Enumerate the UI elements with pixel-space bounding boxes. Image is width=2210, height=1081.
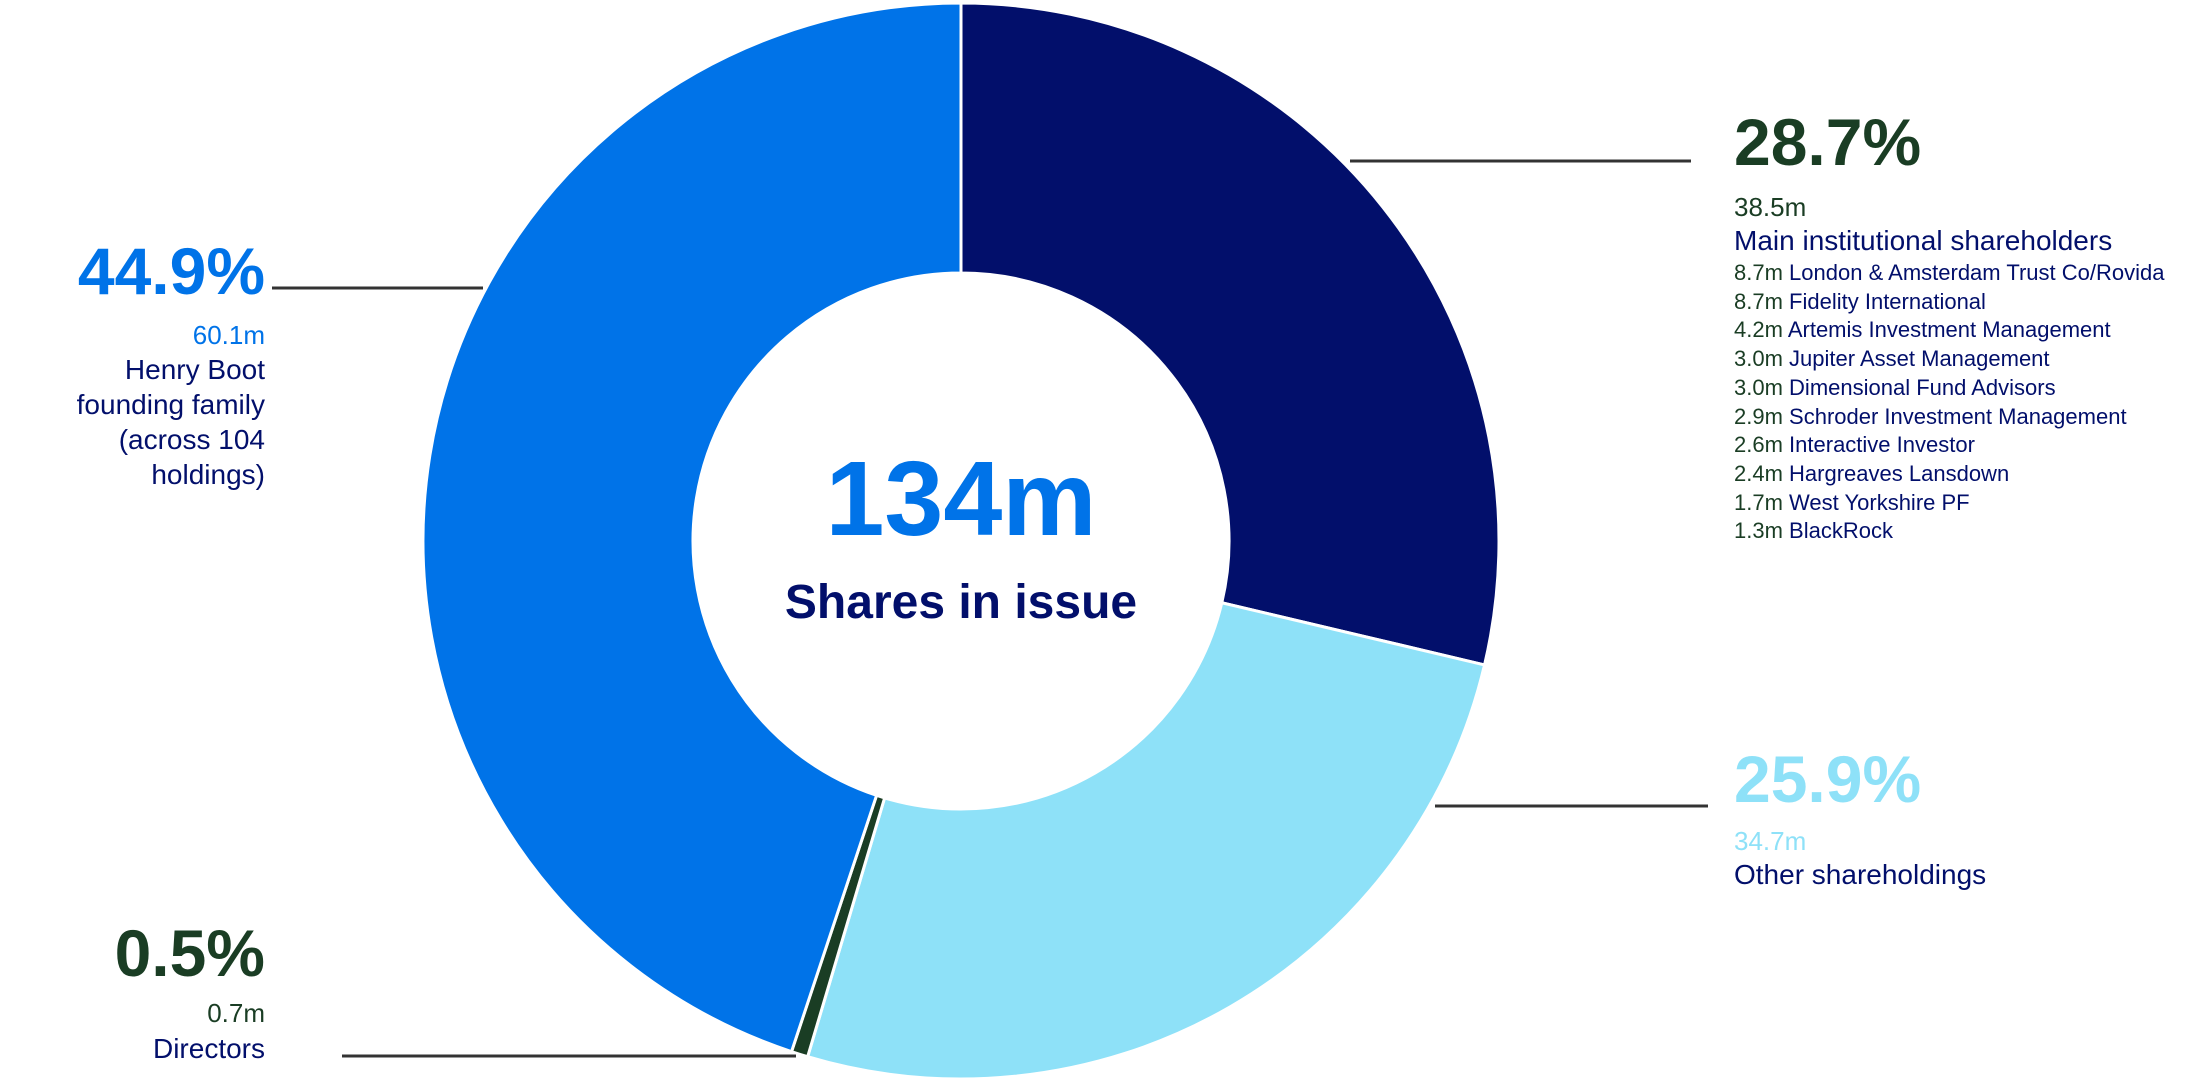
holder-amount: 3.0m (1734, 346, 1783, 372)
holder-amount: 1.3m (1734, 518, 1783, 544)
donut-segment (421, 1, 963, 1054)
holder-row: 2.6m Interactive Investor (1734, 434, 1975, 456)
percent-label: 25.9% (1734, 742, 1922, 816)
holder-amount: 2.6m (1734, 432, 1783, 458)
holder-row: 3.0m Jupiter Asset Management (1734, 348, 2050, 370)
amount-label: 38.5m (1734, 192, 1807, 222)
percent-label: 44.9% (77, 234, 265, 308)
category-label: Main institutional shareholders (1734, 225, 2113, 256)
donut-segment (805, 600, 1487, 1081)
percent-label: 28.7% (1734, 105, 1922, 179)
holder-name: Hargreaves Lansdown (1789, 460, 2010, 486)
holder-amount: 2.4m (1734, 460, 1783, 486)
holder-row: 2.9m Schroder Investment Management (1734, 403, 2127, 429)
amount-label: 60.1m (192, 320, 265, 350)
category-label: Directors (152, 1033, 265, 1064)
holder-row: 1.7m West Yorkshire PF (1734, 489, 1970, 515)
holder-row: 2.4m Hargreaves Lansdown (1734, 460, 2010, 486)
holder-row: 4.2m Artemis Investment Management (1734, 319, 2111, 341)
category-label: Other shareholdings (1734, 859, 1987, 890)
holder-name: West Yorkshire PF (1789, 489, 1970, 515)
amount-label: 34.7m (1734, 826, 1807, 856)
holder-name: Dimensional Fund Advisors (1789, 374, 2056, 400)
center-label: Shares in issue (784, 576, 1138, 629)
category-label: Henry Boot founding family (across 104 h… (76, 354, 265, 490)
holder-name: Jupiter Asset Management (1789, 346, 2050, 372)
holder-name: BlackRock (1789, 518, 1893, 544)
holder-name: Schroder Investment Management (1789, 403, 2127, 429)
holder-row: 8.7m Fidelity International (1734, 288, 1986, 314)
holder-name: London & Amsterdam Trust Co/Rovida (1789, 260, 2165, 285)
holder-amount: 4.2m (1734, 317, 1783, 343)
holder-row: 3.0m Dimensional Fund Advisors (1734, 374, 2056, 400)
holder-name: Fidelity International (1789, 288, 1986, 314)
holder-amount: 8.7m (1734, 288, 1783, 314)
holder-amount: 8.7m (1734, 260, 1783, 285)
holder-amount: 2.9m (1734, 403, 1783, 429)
holder-name: Interactive Investor (1789, 432, 1975, 458)
holder-row: 1.3m BlackRock (1734, 520, 1893, 542)
donut-segment (959, 1, 1501, 667)
percent-label: 0.5% (114, 916, 265, 990)
holder-amount: 3.0m (1734, 374, 1783, 400)
center-value: 134m (825, 440, 1097, 558)
holder-row: 8.7m London & Amsterdam Trust Co/Rovida (1734, 262, 2164, 284)
amount-label: 0.7m (207, 998, 265, 1028)
holder-amount: 1.7m (1734, 489, 1783, 515)
holder-name: Artemis Investment Management (1787, 317, 2111, 343)
